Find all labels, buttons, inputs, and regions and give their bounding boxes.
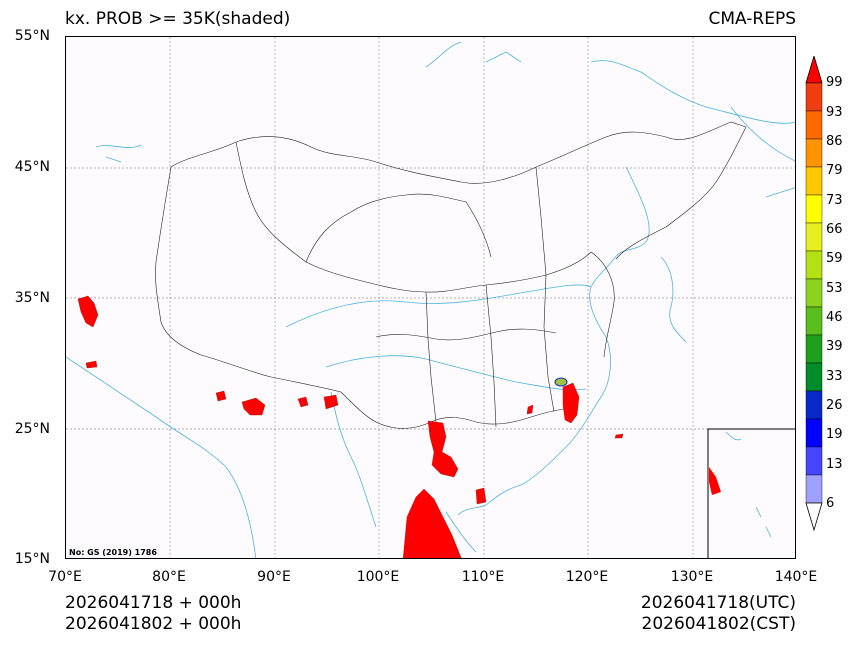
lat-label-45: 45°N bbox=[14, 159, 50, 175]
lon-label-80: 80°E bbox=[152, 569, 186, 585]
lon-label-120: 120°E bbox=[565, 569, 609, 585]
coastlines-rivers bbox=[66, 41, 795, 558]
map-canvas bbox=[66, 37, 795, 558]
colorbar-bin bbox=[805, 390, 823, 420]
map-title: kx. PROB >= 35K(shaded) bbox=[65, 9, 291, 29]
colorbar-bin bbox=[805, 222, 823, 252]
colorbar-label-13: 13 bbox=[826, 457, 843, 472]
lon-label-70: 70°E bbox=[48, 569, 82, 585]
colorbar-label-66: 66 bbox=[826, 222, 843, 237]
lon-label-90: 90°E bbox=[257, 569, 291, 585]
colorbar-bin bbox=[805, 250, 823, 280]
lon-label-100: 100°E bbox=[356, 569, 400, 585]
valid-time-cst: 2026041802(CST) bbox=[641, 614, 796, 634]
lat-label-35: 35°N bbox=[14, 290, 50, 306]
lat-label-25: 25°N bbox=[14, 421, 50, 437]
lon-label-140: 140°E bbox=[774, 569, 818, 585]
colorbar-bin bbox=[805, 474, 823, 504]
colorbar-label-6: 6 bbox=[826, 496, 835, 511]
colorbar-label-99: 99 bbox=[826, 75, 843, 90]
graticule bbox=[66, 37, 795, 558]
colorbar-bin bbox=[805, 446, 823, 476]
colorbar-bins bbox=[805, 82, 823, 504]
colorbar-label-86: 86 bbox=[826, 134, 843, 149]
forecast-init-cst: 2026041802 + 000h bbox=[65, 614, 242, 634]
colorbar-bin bbox=[805, 278, 823, 308]
colorbar-label-73: 73 bbox=[826, 193, 843, 208]
lat-label-55: 55°N bbox=[14, 28, 50, 44]
colorbar-bin bbox=[805, 362, 823, 392]
colorbar-label-19: 19 bbox=[826, 427, 843, 442]
lon-label-110: 110°E bbox=[461, 569, 505, 585]
colorbar-label-39: 39 bbox=[826, 339, 843, 354]
colorbar-label-26: 26 bbox=[826, 398, 843, 413]
colorbar-bin bbox=[805, 82, 823, 112]
colorbar-bottom-extend bbox=[805, 502, 823, 532]
probability-shading bbox=[77, 295, 624, 558]
colorbar-label-93: 93 bbox=[826, 105, 843, 120]
model-name: CMA-REPS bbox=[708, 9, 796, 29]
lat-label-15: 15°N bbox=[14, 551, 50, 567]
colorbar-label-59: 59 bbox=[826, 251, 843, 266]
colorbar-bin bbox=[805, 194, 823, 224]
colorbar-label-79: 79 bbox=[826, 163, 843, 178]
colorbar-bin bbox=[805, 166, 823, 196]
colorbar-bin bbox=[805, 306, 823, 336]
probability-peak bbox=[554, 377, 568, 387]
lon-label-130: 130°E bbox=[670, 569, 714, 585]
valid-time-utc: 2026041718(UTC) bbox=[640, 593, 796, 613]
map-approval-note: No: GS (2019) 1786 bbox=[69, 548, 157, 557]
map-panel bbox=[65, 36, 796, 559]
colorbar-bin bbox=[805, 110, 823, 140]
inset-coastline bbox=[725, 431, 772, 538]
colorbar-top-extend bbox=[805, 56, 823, 84]
colorbar bbox=[805, 56, 823, 532]
colorbar-bin bbox=[805, 418, 823, 448]
inset-shading bbox=[709, 467, 721, 495]
colorbar-label-33: 33 bbox=[826, 369, 843, 384]
colorbar-bin bbox=[805, 334, 823, 364]
admin-boundaries bbox=[155, 121, 747, 429]
colorbar-bin bbox=[805, 138, 823, 168]
south-china-sea-inset bbox=[707, 428, 795, 558]
colorbar-label-46: 46 bbox=[826, 310, 843, 325]
colorbar-label-53: 53 bbox=[826, 281, 843, 296]
forecast-init-utc: 2026041718 + 000h bbox=[65, 593, 242, 613]
